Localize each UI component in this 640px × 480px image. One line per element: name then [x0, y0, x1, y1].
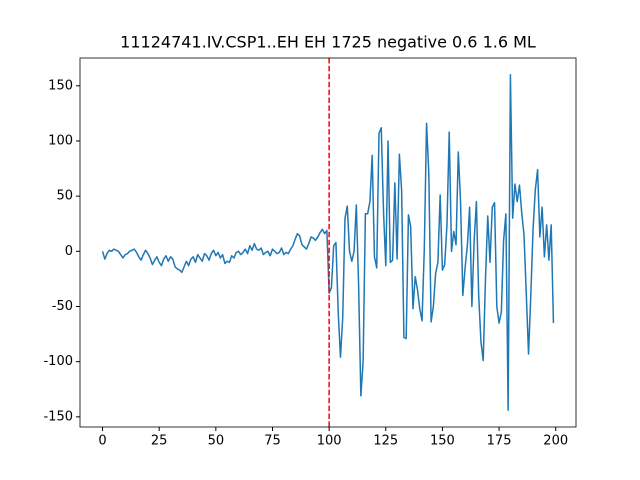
x-tick-label: 50: [208, 434, 225, 449]
x-tick-label: 125: [373, 434, 398, 449]
x-tick-label: 150: [430, 434, 455, 449]
y-tick-label: -100: [43, 354, 73, 369]
x-tick-label: 175: [487, 434, 512, 449]
chart-title: 11124741.IV.CSP1..EH EH 1725 negative 0.…: [120, 33, 536, 52]
x-tick-label: 0: [98, 434, 106, 449]
data-line: [101, 74, 555, 411]
y-tick-label: -150: [43, 409, 73, 424]
y-tick-label: 0: [65, 244, 73, 259]
plot-frame: [79, 57, 577, 428]
x-tick-label: 25: [151, 434, 168, 449]
y-tick-label: 100: [48, 133, 73, 148]
x-tick-label: 200: [543, 434, 568, 449]
y-tick-label: 50: [56, 189, 73, 204]
x-tick-label: 100: [317, 434, 342, 449]
x-tick-label: 75: [264, 434, 281, 449]
y-tick-label: -50: [52, 299, 73, 314]
y-tick-label: 150: [48, 78, 73, 93]
